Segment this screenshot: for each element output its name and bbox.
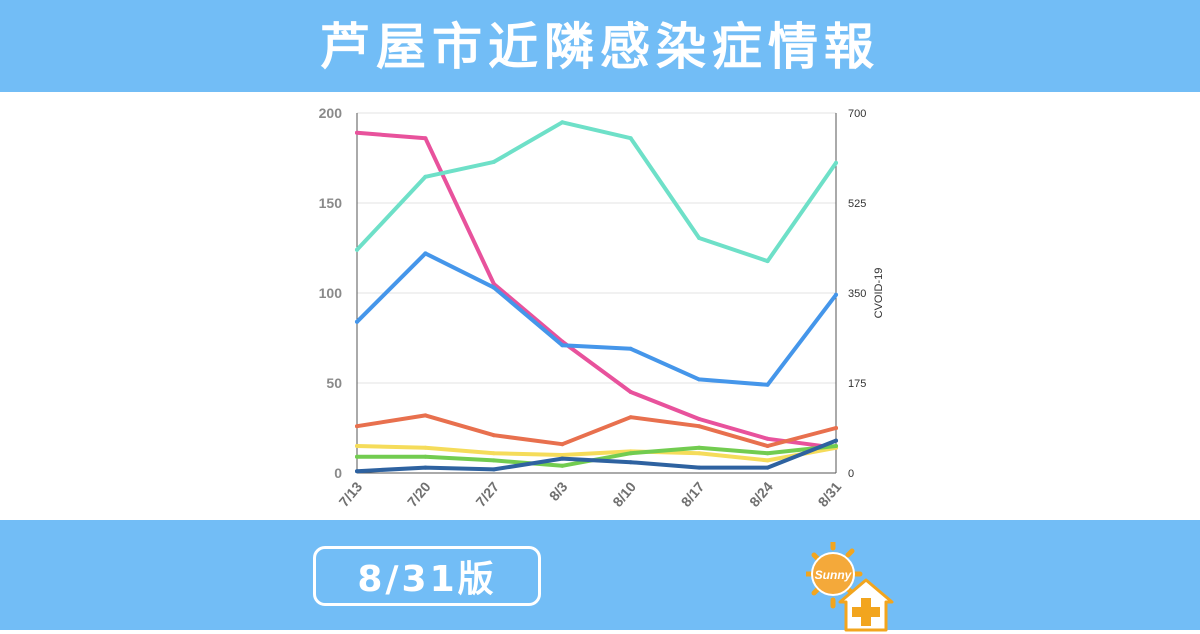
y-left-tick-label: 0 xyxy=(334,465,342,481)
data-point xyxy=(423,251,428,256)
data-point xyxy=(628,415,633,420)
data-point xyxy=(628,460,633,465)
series-line-7 xyxy=(355,438,838,474)
series-layer xyxy=(355,120,838,474)
data-point xyxy=(423,454,428,459)
data-point xyxy=(765,444,770,448)
data-point xyxy=(423,174,428,179)
data-point xyxy=(560,442,565,447)
data-point xyxy=(765,382,770,387)
series-line-4 xyxy=(355,413,838,448)
data-point xyxy=(697,424,702,429)
sun-icon xyxy=(806,542,863,609)
data-point xyxy=(697,465,702,470)
data-point xyxy=(834,292,838,297)
data-point xyxy=(834,444,838,448)
y-right-tick-label: 0 xyxy=(848,468,854,480)
y-right-tick-label: 350 xyxy=(848,288,866,300)
series-line-2 xyxy=(355,120,838,264)
data-point xyxy=(491,285,496,290)
y-left-tick-label: 200 xyxy=(319,105,343,121)
data-point xyxy=(423,445,428,450)
data-point xyxy=(423,136,428,141)
data-point xyxy=(834,438,838,443)
data-point xyxy=(491,451,496,456)
data-point xyxy=(697,235,702,240)
data-point xyxy=(491,467,496,472)
x-tick-label: 7/13 xyxy=(336,478,366,509)
x-tick-label: 7/20 xyxy=(404,478,434,509)
data-point xyxy=(560,453,565,457)
data-point xyxy=(355,247,359,252)
data-point xyxy=(355,319,359,324)
data-point xyxy=(765,436,770,441)
y-right-tick-label: 700 xyxy=(848,108,866,120)
data-point xyxy=(834,426,838,430)
y-right-tick-label: 525 xyxy=(848,198,866,210)
edition-badge: 8/31版 xyxy=(313,546,541,606)
y-left-tick-label: 50 xyxy=(326,375,342,391)
data-point xyxy=(560,120,565,125)
data-point xyxy=(765,465,770,470)
logo-text: Sunny xyxy=(815,568,853,582)
page-title: 芦屋市近隣感染症情報 xyxy=(320,18,880,76)
data-point xyxy=(834,160,838,165)
data-point xyxy=(423,465,428,470)
data-point xyxy=(355,444,359,448)
data-point xyxy=(423,413,428,418)
x-tick-label: 8/3 xyxy=(546,478,571,503)
data-point xyxy=(628,346,633,351)
x-tick-label: 8/31 xyxy=(815,478,845,509)
data-point xyxy=(765,259,770,264)
data-point xyxy=(560,343,565,348)
y-left-tick-label: 100 xyxy=(319,285,343,301)
house-plus-icon xyxy=(838,578,894,632)
y-right-tick-label: 175 xyxy=(848,378,866,390)
data-point xyxy=(560,463,565,468)
data-point xyxy=(697,451,702,456)
data-point xyxy=(628,390,633,394)
x-tick-label: 8/24 xyxy=(746,478,776,509)
data-point xyxy=(697,377,702,382)
data-point xyxy=(628,451,633,456)
x-tick-label: 7/27 xyxy=(472,478,502,509)
x-tick-label: 8/10 xyxy=(609,478,639,509)
series-line-1 xyxy=(355,130,838,450)
data-point xyxy=(697,417,702,421)
y-right-axis-label: CVOID-19 xyxy=(873,268,885,319)
grid-layer xyxy=(357,112,836,474)
footer-bar: 8/31版 Sunny xyxy=(0,520,1200,632)
data-point xyxy=(765,451,770,456)
data-point xyxy=(628,136,633,141)
data-point xyxy=(491,159,496,164)
series-line-5 xyxy=(355,444,838,463)
line-chart: 0 0 50 175 100 350 150 525 200 700 CVOID-19 7/13 7/2… xyxy=(319,105,885,510)
data-point xyxy=(560,456,565,461)
sunny-logo: Sunny xyxy=(806,542,894,632)
data-point xyxy=(355,130,359,135)
data-point xyxy=(355,454,359,459)
header-bar: 芦屋市近隣感染症情報 xyxy=(0,0,1200,92)
data-point xyxy=(765,458,770,463)
series-line-3 xyxy=(355,251,838,387)
data-point xyxy=(697,445,702,450)
y-left-tick-label: 150 xyxy=(319,195,343,211)
data-point xyxy=(491,433,496,438)
data-point xyxy=(491,458,496,463)
chart-container: 0 0 50 175 100 350 150 525 200 700 CVOID-19 7/13 7/2… xyxy=(300,100,900,520)
x-tick-label: 8/17 xyxy=(678,478,708,509)
data-point xyxy=(355,424,359,429)
data-point xyxy=(355,469,359,474)
